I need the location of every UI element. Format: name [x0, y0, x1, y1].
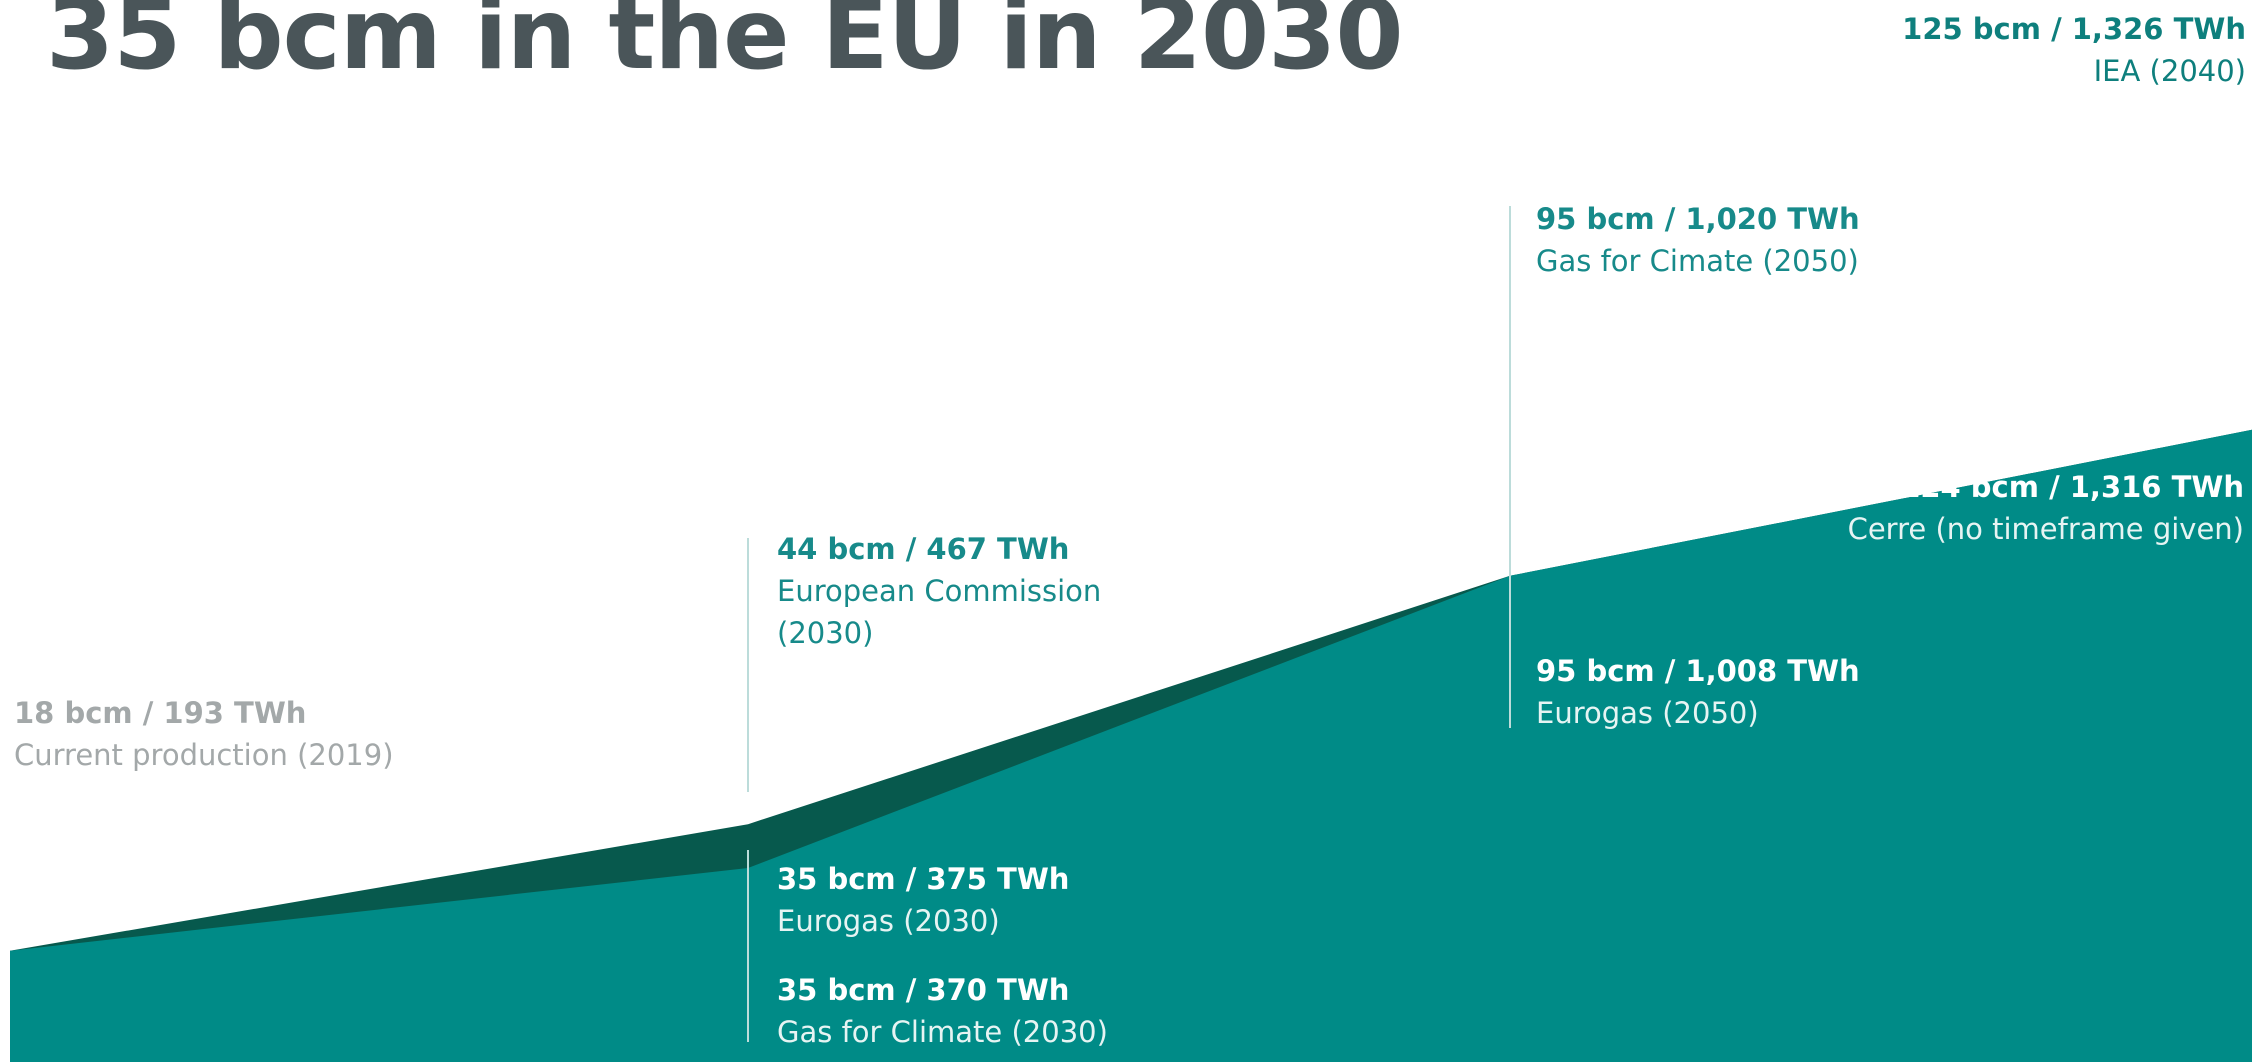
annotation-european-commission-2030: 44 bcm / 467 TWh European Commission (20…: [777, 528, 1101, 654]
area-lower-estimate: [10, 429, 2252, 1062]
annotation-source: Current production (2019): [14, 738, 394, 772]
annotation-source: European Commission: [777, 574, 1102, 608]
annotation-value: 35 bcm / 370 TWh: [777, 973, 1070, 1007]
annotation-value: 35 bcm / 375 TWh: [777, 862, 1070, 896]
annotation-eurogas-2050: 95 bcm / 1,008 TWh Eurogas (2050): [1536, 650, 1860, 734]
annotation-current-production: 18 bcm / 193 TWh Current production (201…: [14, 692, 394, 776]
annotation-value: 125 bcm / 1,326 TWh: [1902, 12, 2246, 46]
annotation-value: 18 bcm / 193 TWh: [14, 696, 307, 730]
annotation-gas-for-climate-2050: 95 bcm / 1,020 TWh Gas for Cimate (2050): [1536, 198, 1860, 282]
annotation-source: Cerre (no timeframe given): [1847, 512, 2244, 546]
annotation-source: Eurogas (2030): [777, 904, 1000, 938]
annotation-value: 95 bcm / 1,008 TWh: [1536, 654, 1860, 688]
annotation-gas-for-climate-2030: 35 bcm / 370 TWh Gas for Climate (2030): [777, 969, 1108, 1053]
annotation-value: 124 bcm / 1,316 TWh: [1900, 470, 2244, 504]
annotation-value: 44 bcm / 467 TWh: [777, 532, 1070, 566]
annotation-source: Eurogas (2050): [1536, 696, 1759, 730]
annotation-value: 95 bcm / 1,020 TWh: [1536, 202, 1860, 236]
annotation-eurogas-2030: 35 bcm / 375 TWh Eurogas (2030): [777, 858, 1069, 942]
chart-title: 35 bcm in the EU in 2030: [46, 0, 1404, 92]
annotation-cerre: 124 bcm / 1,316 TWh Cerre (no timeframe …: [1848, 466, 2244, 550]
annotation-source: IEA (2040): [2093, 54, 2246, 88]
annotation-source-year: (2030): [777, 616, 874, 650]
annotation-iea-2040: 125 bcm / 1,326 TWh IEA (2040): [1902, 8, 2246, 92]
annotation-source: Gas for Climate (2030): [777, 1015, 1108, 1049]
annotation-source: Gas for Cimate (2050): [1536, 244, 1859, 278]
